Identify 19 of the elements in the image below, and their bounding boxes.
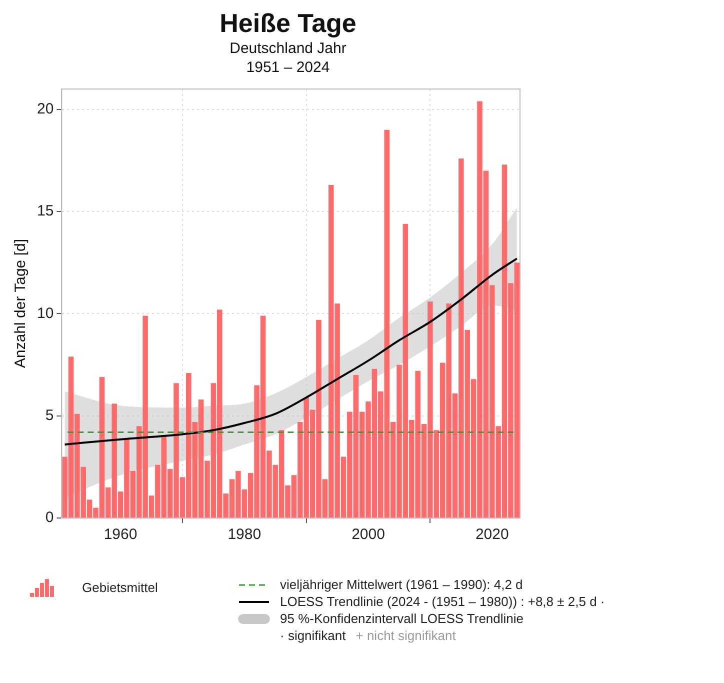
text: · signifikant — [280, 628, 346, 643]
y-tick-label: 5 — [45, 407, 54, 424]
x-tick-label: 2020 — [475, 526, 509, 544]
x-tick-label: 1960 — [104, 526, 138, 544]
line-series — [64, 258, 518, 446]
y-axis-title: Anzahl der Tage [d] — [12, 239, 30, 368]
y-tick-label: 20 — [36, 100, 54, 118]
legend-label: LOESS Trendlinie (2024 - (1951 – 1980)) : +8,8 ± 2,5 d · — [280, 594, 605, 609]
y-tick-label: 15 — [36, 202, 54, 220]
chart-subtitle: Deutschland Jahr 1951 – 2024 — [228, 39, 348, 77]
text: + nicht signifikant — [356, 628, 456, 643]
y-tick-label: 10 — [36, 304, 54, 322]
text: 95 %-Konfidenzintervall LOESS Trendlinie — [280, 611, 524, 626]
legend-label: vieljähriger Mittelwert (1961 – 1990): 4,2 d — [280, 577, 523, 592]
x-tick-label: 1980 — [228, 526, 262, 544]
x-tick-label: 2000 — [352, 526, 385, 544]
legend-label: Gebietsmittel — [82, 580, 158, 594]
chart-title: Heiße Tage — [218, 8, 358, 39]
y-tick-label: 0 — [45, 509, 54, 526]
